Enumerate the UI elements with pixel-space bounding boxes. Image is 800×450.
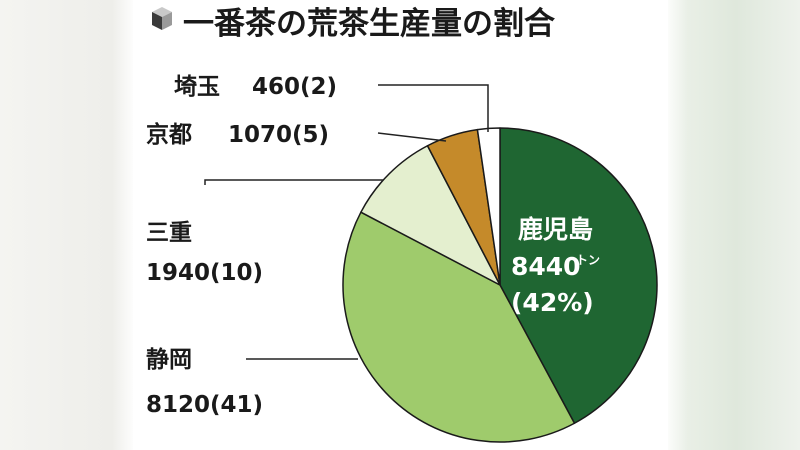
pie-slices (342, 127, 658, 443)
label-kagoshima-name: 鹿児島 (518, 215, 593, 244)
pie-slice-1 (342, 211, 576, 443)
leader-saitama (378, 84, 489, 132)
leader-mie (204, 179, 383, 185)
pie-chart: 一番茶の荒茶生産量の割合 埼玉 460(2) 京都 1070(5) 三重 194… (146, 6, 658, 443)
label-saitama-name: 埼玉 (174, 74, 220, 100)
cube-icon (152, 7, 172, 30)
label-shizuoka-name: 静岡 (146, 346, 192, 373)
chart-title: 一番茶の荒茶生産量の割合 (183, 6, 555, 42)
label-saitama-value: 460(2) (252, 74, 337, 100)
pie-slice-2 (360, 144, 501, 286)
label-kagoshima-percent: (42%) (511, 288, 594, 317)
leader-kyoto (377, 132, 447, 142)
chart-panel: 一番茶の荒茶生産量の割合 埼玉 460(2) 京都 1070(5) 三重 194… (133, 0, 668, 450)
label-mie-value: 1940(10) (146, 260, 263, 286)
label-mie-name: 三重 (146, 220, 192, 246)
leader-lines (204, 84, 489, 360)
pie-slice-0 (499, 127, 658, 424)
label-kyoto-value: 1070(5) (228, 122, 329, 148)
label-kagoshima-value: 8440 (511, 252, 581, 281)
label-kagoshima-unit: トン (576, 253, 600, 267)
label-kyoto-name: 京都 (146, 121, 192, 148)
label-shizuoka-value: 8120(41) (146, 392, 263, 418)
